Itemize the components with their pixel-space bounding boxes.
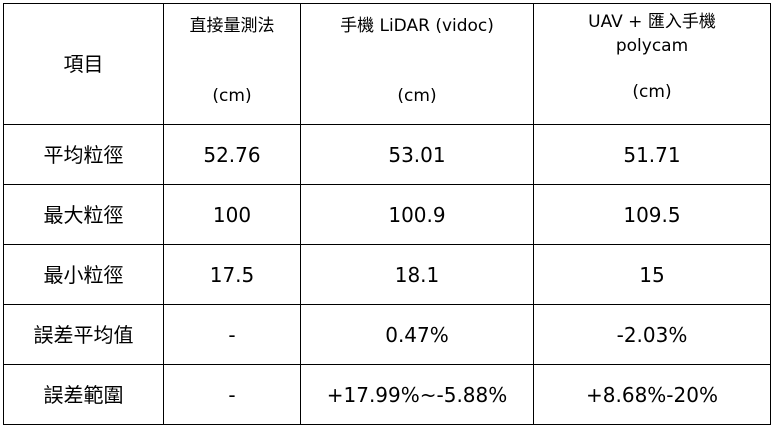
table-cell: -2.03% [533,304,771,365]
row-label: 最大粒徑 [3,184,164,245]
row-label: 誤差範圍 [3,364,164,425]
table-cell: - [163,304,301,365]
header-lidar-unit: (cm) [397,86,437,106]
comparison-table: 項目 直接量測法 (cm) 手機 LiDAR (vidoc) (cm) UAV … [3,3,771,425]
table-row: 平均粒徑 52.76 53.01 51.71 [3,124,771,185]
header-uav-title-line2: polycam [615,36,689,56]
header-uav-title: UAV + 匯入手機 polycam [534,10,770,58]
table-cell: 53.01 [300,124,534,185]
table-row: 最小粒徑 17.5 18.1 15 [3,244,771,305]
table-cell: +17.99%~-5.88% [300,364,534,425]
table-cell: 17.5 [163,244,301,305]
row-label: 平均粒徑 [3,124,164,185]
header-direct-title: 直接量測法 [189,16,275,36]
table-row: 誤差範圍 - +17.99%~-5.88% +8.68%-20% [3,364,771,425]
header-uav-unit: (cm) [632,82,672,102]
table-row: 誤差平均值 - 0.47% -2.03% [3,304,771,365]
header-row: 項目 直接量測法 (cm) 手機 LiDAR (vidoc) (cm) UAV … [3,3,771,125]
header-lidar-title: 手機 LiDAR (vidoc) [340,16,494,36]
table-cell: 100.9 [300,184,534,245]
table-cell: 0.47% [300,304,534,365]
table-cell: 51.71 [533,124,771,185]
row-label: 最小粒徑 [3,244,164,305]
table-cell: 109.5 [533,184,771,245]
table-cell: - [163,364,301,425]
header-uav-cell: UAV + 匯入手機 polycam (cm) [533,3,771,125]
header-item-label: 項目 [63,52,104,76]
table-cell: 100 [163,184,301,245]
header-item-cell: 項目 [3,3,164,125]
header-direct-unit: (cm) [212,86,252,106]
table-row: 最大粒徑 100 100.9 109.5 [3,184,771,245]
row-label: 誤差平均值 [3,304,164,365]
table-cell: 52.76 [163,124,301,185]
table-cell: 18.1 [300,244,534,305]
table-cell: 15 [533,244,771,305]
table-cell: +8.68%-20% [533,364,771,425]
header-uav-title-line1: UAV + 匯入手機 [588,12,716,32]
header-direct-cell: 直接量測法 (cm) [163,3,301,125]
header-lidar-cell: 手機 LiDAR (vidoc) (cm) [300,3,534,125]
